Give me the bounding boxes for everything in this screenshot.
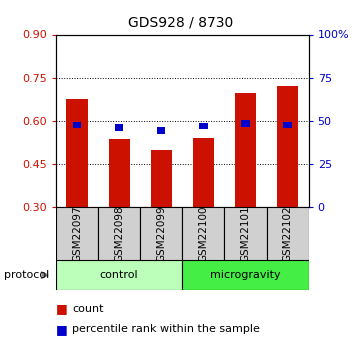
Text: GSM22098: GSM22098 — [114, 205, 124, 262]
Bar — [266, 207, 309, 260]
Text: GSM22101: GSM22101 — [240, 205, 251, 262]
Text: GSM22102: GSM22102 — [283, 205, 293, 262]
Bar — [151, 149, 172, 207]
Bar — [98, 207, 140, 260]
Text: GSM22100: GSM22100 — [198, 206, 208, 262]
Text: GDS928 / 8730: GDS928 / 8730 — [128, 16, 233, 29]
Bar — [182, 260, 309, 290]
Text: ■: ■ — [56, 302, 68, 315]
Bar — [140, 207, 182, 260]
Bar — [235, 93, 256, 207]
Bar — [157, 127, 165, 134]
Bar — [73, 121, 81, 128]
Text: ■: ■ — [56, 323, 68, 336]
Bar — [225, 207, 266, 260]
Bar — [56, 207, 98, 260]
Bar — [283, 121, 292, 128]
Bar — [115, 125, 123, 131]
Bar — [109, 139, 130, 207]
Text: protocol: protocol — [4, 270, 49, 280]
Bar — [56, 260, 182, 290]
Bar — [199, 123, 208, 129]
Text: microgravity: microgravity — [210, 270, 281, 280]
Text: GSM22099: GSM22099 — [156, 205, 166, 262]
Text: control: control — [100, 270, 138, 280]
Bar — [66, 99, 87, 207]
Text: count: count — [72, 304, 104, 314]
Bar — [277, 86, 298, 207]
Bar — [241, 120, 250, 127]
Bar — [193, 138, 214, 207]
Text: percentile rank within the sample: percentile rank within the sample — [72, 325, 260, 334]
Bar — [182, 207, 225, 260]
Text: GSM22097: GSM22097 — [72, 205, 82, 262]
